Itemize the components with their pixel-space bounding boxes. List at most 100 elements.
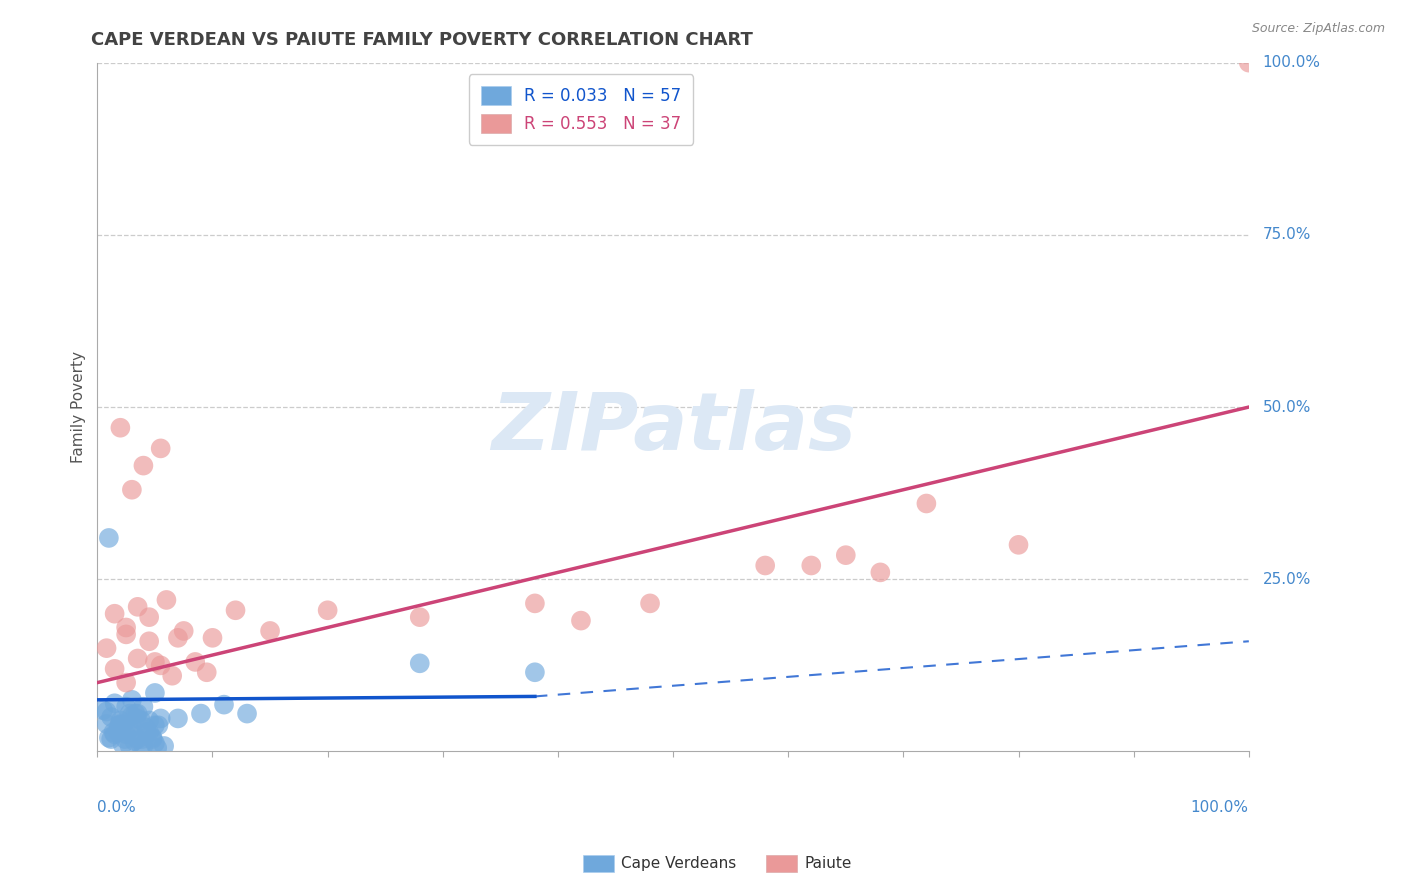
Point bbox=[97, 731, 120, 745]
Text: Source: ZipAtlas.com: Source: ZipAtlas.com bbox=[1251, 22, 1385, 36]
Point bbox=[129, 739, 152, 753]
Point bbox=[121, 693, 143, 707]
Point bbox=[1237, 55, 1260, 70]
Point bbox=[523, 596, 546, 610]
Point bbox=[127, 732, 149, 747]
Point bbox=[148, 718, 170, 732]
Point bbox=[100, 732, 122, 747]
Point bbox=[142, 732, 165, 747]
Point bbox=[236, 706, 259, 721]
Text: 100.0%: 100.0% bbox=[1263, 55, 1320, 70]
Text: 75.0%: 75.0% bbox=[1263, 227, 1310, 243]
Point bbox=[127, 599, 149, 614]
Point bbox=[167, 631, 190, 645]
Point bbox=[915, 496, 938, 510]
Point bbox=[135, 725, 157, 739]
Point bbox=[107, 723, 129, 738]
Point bbox=[131, 732, 153, 747]
Point bbox=[146, 741, 169, 756]
Text: CAPE VERDEAN VS PAIUTE FAMILY POVERTY CORRELATION CHART: CAPE VERDEAN VS PAIUTE FAMILY POVERTY CO… bbox=[91, 31, 754, 49]
Point bbox=[127, 651, 149, 665]
Point bbox=[149, 658, 172, 673]
Point bbox=[107, 725, 129, 739]
Point bbox=[125, 711, 148, 725]
Text: Paiute: Paiute bbox=[804, 856, 852, 871]
Point bbox=[110, 421, 132, 435]
Point bbox=[316, 603, 339, 617]
Point bbox=[121, 720, 143, 734]
Point bbox=[115, 727, 138, 741]
Text: 25.0%: 25.0% bbox=[1263, 572, 1310, 587]
Point bbox=[91, 703, 114, 717]
Point bbox=[132, 699, 155, 714]
Point bbox=[212, 698, 235, 712]
Point bbox=[142, 731, 165, 745]
Point bbox=[135, 720, 157, 734]
Point bbox=[153, 739, 176, 753]
Point bbox=[122, 734, 145, 748]
Point bbox=[138, 725, 160, 739]
Point bbox=[132, 739, 155, 753]
Point bbox=[143, 686, 166, 700]
Text: 0.0%: 0.0% bbox=[97, 800, 136, 814]
Point bbox=[100, 710, 122, 724]
Point bbox=[97, 531, 120, 545]
Point bbox=[121, 483, 143, 497]
Point bbox=[835, 548, 858, 562]
Point bbox=[149, 711, 172, 725]
Point bbox=[143, 718, 166, 732]
Point bbox=[409, 657, 432, 671]
Point bbox=[115, 627, 138, 641]
Point bbox=[96, 705, 118, 719]
Point bbox=[201, 631, 224, 645]
Point bbox=[869, 566, 891, 580]
Point bbox=[104, 727, 127, 741]
Point bbox=[190, 706, 212, 721]
Point bbox=[104, 696, 127, 710]
Point bbox=[124, 706, 146, 721]
Point bbox=[108, 718, 131, 732]
Point bbox=[115, 675, 138, 690]
Point bbox=[115, 620, 138, 634]
Point bbox=[138, 610, 160, 624]
Text: Cape Verdeans: Cape Verdeans bbox=[621, 856, 737, 871]
Point bbox=[96, 717, 118, 731]
Point bbox=[143, 655, 166, 669]
Point bbox=[138, 714, 160, 728]
Point bbox=[129, 714, 152, 728]
Point bbox=[149, 442, 172, 456]
Point bbox=[118, 706, 141, 721]
Point bbox=[104, 607, 127, 621]
Y-axis label: Family Poverty: Family Poverty bbox=[72, 351, 86, 463]
Point bbox=[110, 717, 132, 731]
Point bbox=[409, 610, 432, 624]
Point bbox=[638, 596, 661, 610]
Point bbox=[523, 665, 546, 680]
Point bbox=[127, 706, 149, 721]
Point bbox=[121, 708, 143, 723]
Point bbox=[115, 723, 138, 737]
Point bbox=[118, 739, 141, 753]
Point bbox=[138, 634, 160, 648]
Point bbox=[111, 738, 134, 752]
Point bbox=[184, 655, 207, 669]
Point bbox=[104, 662, 127, 676]
Point bbox=[143, 736, 166, 750]
Legend: R = 0.033   N = 57, R = 0.553   N = 37: R = 0.033 N = 57, R = 0.553 N = 37 bbox=[470, 74, 693, 145]
Point bbox=[800, 558, 823, 573]
Point bbox=[111, 718, 134, 732]
Point bbox=[173, 624, 195, 638]
Text: ZIPatlas: ZIPatlas bbox=[491, 389, 856, 467]
Point bbox=[259, 624, 281, 638]
Point bbox=[569, 614, 592, 628]
Point bbox=[160, 669, 183, 683]
Point bbox=[1007, 538, 1029, 552]
Point bbox=[114, 732, 136, 747]
Point bbox=[195, 665, 218, 680]
Point bbox=[96, 641, 118, 656]
Point bbox=[110, 718, 132, 732]
Point bbox=[225, 603, 247, 617]
Point bbox=[120, 725, 142, 739]
Point bbox=[103, 725, 125, 739]
Point bbox=[132, 458, 155, 473]
